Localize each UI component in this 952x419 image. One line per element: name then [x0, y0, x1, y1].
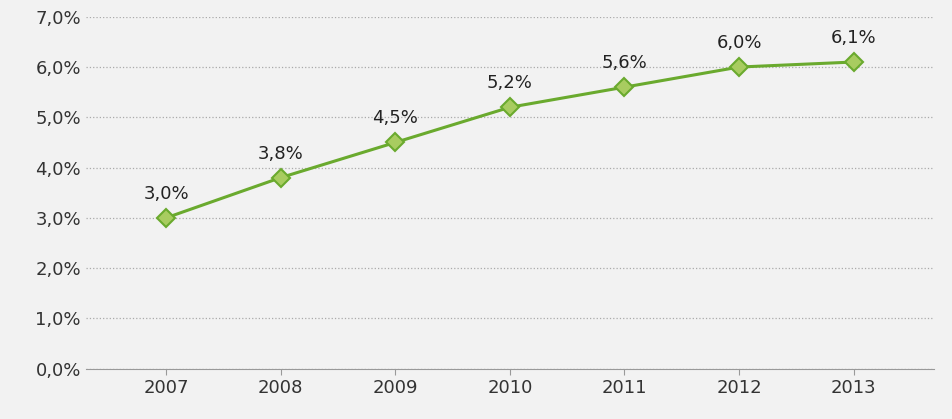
Text: 6,0%: 6,0%: [716, 34, 761, 52]
Text: 5,2%: 5,2%: [486, 74, 532, 92]
Text: 3,8%: 3,8%: [257, 145, 303, 163]
Text: 6,1%: 6,1%: [830, 29, 876, 47]
Text: 3,0%: 3,0%: [143, 185, 188, 203]
Text: 5,6%: 5,6%: [601, 54, 646, 72]
Text: 4,5%: 4,5%: [372, 109, 418, 127]
